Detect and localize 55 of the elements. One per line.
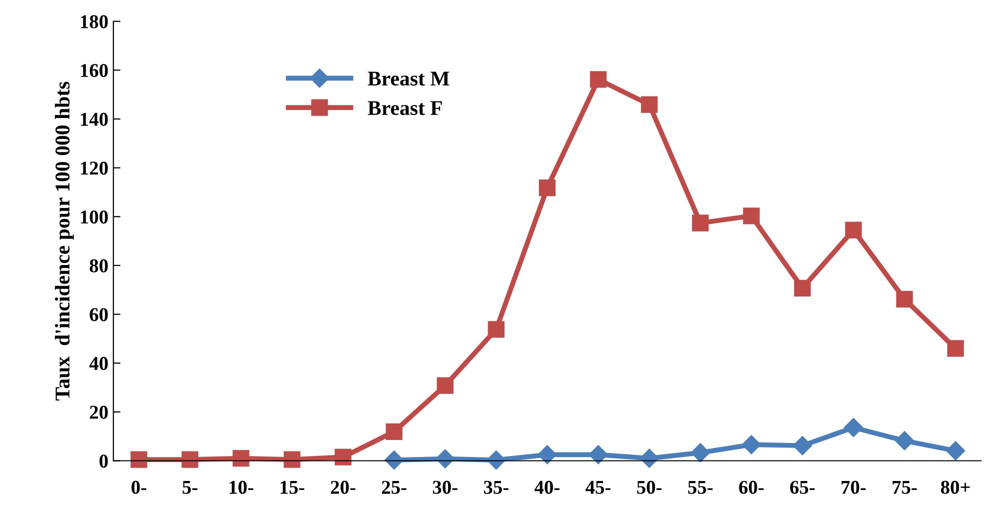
point [334,448,352,466]
x-tick-label: 30- [432,480,458,494]
point [130,451,148,468]
x-tick-label: 65- [790,480,815,494]
point [794,280,811,296]
point [232,450,250,467]
point [743,208,760,224]
x-tick-label: 70- [842,480,866,494]
y-tick-label: 140 [80,112,108,126]
legend-label: Breast M [368,72,450,86]
x-tick-label: 55- [688,480,713,494]
x-tick-label: 25- [382,480,406,494]
point [588,445,608,464]
y-tick-label: 180 [80,15,108,28]
point [386,423,402,440]
x-tick-label: 5- [182,480,198,494]
x-tick-label: 15- [280,480,304,494]
point [284,451,300,468]
point [946,441,966,460]
point [894,431,914,450]
point [742,435,761,454]
point [844,418,864,438]
y-tick-label: 160 [80,64,108,78]
x-tick-label: 0- [132,480,146,494]
point [640,96,658,113]
y-tick-label: 80 [90,259,108,272]
point [947,340,964,357]
x-tick-label: 40- [534,480,560,494]
point [690,443,710,462]
point [488,321,505,338]
y-tick-label: 100 [80,210,108,224]
y-tick-label: 120 [80,162,108,175]
y-tick-label: 60 [90,308,108,322]
x-tick-label: 10- [230,480,254,494]
point [792,436,812,456]
x-tick-label: 80+ [940,480,970,494]
y-axis-title: Taux d'incidence pour 100 000 hbts [54,82,74,400]
point [436,377,454,394]
y-tick-label: 20 [90,406,108,419]
y-tick-label: 0 [100,454,108,468]
point [845,222,862,238]
x-tick-label: 50- [637,480,662,494]
x-tick-label: 60- [739,480,764,494]
legend-label: Breast F [368,101,442,116]
point [590,71,607,88]
point [896,290,913,308]
point [538,445,557,464]
point [692,214,709,232]
x-tick-label: 35- [484,480,508,494]
point [182,451,198,468]
x-tick-label: 45- [586,480,611,494]
x-tick-label: 20- [330,480,356,494]
y-tick-label: 40 [89,356,108,370]
x-tick-label: 75- [892,480,917,494]
point [538,179,556,196]
